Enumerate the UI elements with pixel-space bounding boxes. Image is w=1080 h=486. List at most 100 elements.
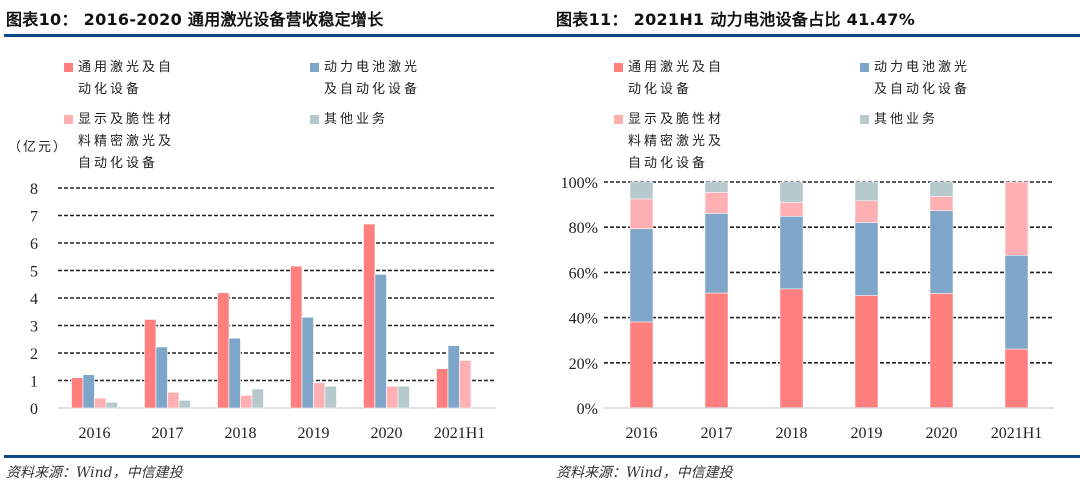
y-tick-label: 6: [30, 236, 38, 253]
legend-label: 动力电池激光及自动化设备: [324, 60, 421, 97]
legend-swatch-general-laser: [64, 63, 73, 72]
bar-1-2016: [71, 377, 84, 409]
y-tick-label: 5: [30, 264, 38, 281]
bar-2-2017: [155, 346, 168, 409]
y-axis-unit-label: （亿元）: [8, 140, 69, 155]
x-tick-label: 2020: [926, 425, 958, 442]
x-tick-label: 2017: [701, 425, 733, 442]
title-divider: [4, 34, 1080, 37]
x-tick-label: 2019: [851, 425, 883, 442]
bar-4-2016: [105, 401, 118, 409]
footer-divider: [4, 455, 1080, 458]
left-source-note: 资料来源：Wind，中信建投: [6, 465, 183, 481]
bar-4-2018: [251, 388, 264, 409]
bar-4-2017: [178, 399, 191, 409]
x-tick-label: 2016: [626, 425, 658, 442]
y-tick-label: 60%: [569, 265, 598, 282]
stack-seg-1-2021H1: [1004, 348, 1029, 409]
bar-1-2020: [363, 223, 376, 409]
x-tick-label: 2017: [152, 425, 184, 442]
y-tick-label: 4: [30, 291, 38, 308]
bar-1-2019: [290, 265, 303, 409]
legend-label: 显示及脆性材料精密激光及自动化设备: [78, 112, 175, 171]
left-chart-legend: 通用激光及自动化设备 动力电池激光及自动化设备 显示及脆性材料精密激光及自动化设…: [64, 57, 504, 177]
stack-seg-4-2016: [629, 181, 654, 200]
bar-3-2018: [240, 395, 253, 409]
right-chart-legend: 通用激光及自动化设备 动力电池激光及自动化设备 显示及脆性材料精密激光及自动化设…: [614, 57, 1054, 177]
stack-seg-3-2019: [854, 200, 879, 223]
x-tick-label: 2016: [79, 425, 111, 442]
stack-seg-2-2016: [629, 228, 654, 323]
legend-label: 显示及脆性材料精密激光及自动化设备: [628, 112, 725, 171]
legend-swatch-power-battery: [860, 63, 869, 72]
stack-seg-1-2017: [704, 292, 729, 409]
stack-seg-4-2019: [854, 181, 879, 202]
stack-seg-3-2018: [779, 202, 804, 217]
stack-seg-2-2020: [929, 210, 954, 294]
x-tick-label: 2019: [298, 425, 330, 442]
y-tick-label: 8: [30, 181, 38, 198]
stack-seg-2-2021H1: [1004, 255, 1029, 350]
legend-label: 通用激光及自动化设备: [628, 60, 725, 97]
stack-seg-2-2019: [854, 222, 879, 296]
bar-1-2017: [144, 319, 157, 409]
y-tick-label: 0: [30, 401, 38, 418]
bar-2-2020: [374, 274, 387, 409]
bar-1-2021H1: [436, 368, 449, 409]
left-grouped-bar-chart: 0 1 2 3 4 5 6 7 8 2016 2017 2018 2019 2020 2021H1: [30, 181, 496, 442]
y-tick-label: 100%: [561, 175, 598, 192]
y-tick-label: 2: [30, 346, 38, 363]
bar-4-2019: [324, 385, 337, 409]
bar-3-2019: [313, 382, 326, 409]
legend-swatch-other: [860, 115, 869, 124]
y-tick-label: 40%: [569, 311, 598, 328]
x-tick-label: 2021H1: [434, 425, 486, 442]
bar-2-2016: [82, 374, 95, 409]
y-tick-label: 80%: [569, 220, 598, 237]
stack-seg-3-2021H1: [1004, 181, 1029, 256]
bar-2-2018: [228, 337, 241, 409]
legend-swatch-other: [310, 115, 319, 124]
right-stacked-bar-chart: 0% 20% 40% 60% 80% 100% 2016 2017 2018 2019 2020 20…: [561, 175, 1054, 442]
legend-swatch-display: [64, 115, 73, 124]
bar-3-2021H1: [459, 360, 472, 409]
bar-3-2016: [94, 397, 107, 409]
stack-seg-4-2020: [929, 181, 954, 197]
stack-seg-3-2016: [629, 198, 654, 230]
right-chart-title: 图表11： 2021H1 动力电池设备占比 41.47%: [556, 10, 916, 29]
x-tick-label: 2021H1: [991, 425, 1043, 442]
bar-1-2018: [217, 292, 230, 409]
left-chart-title: 图表10： 2016-2020 通用激光设备营收稳定增长: [6, 10, 384, 29]
y-tick-label: 7: [30, 209, 38, 226]
stack-seg-4-2017: [704, 181, 729, 193]
y-tick-label: 1: [30, 374, 38, 391]
stack-seg-2-2018: [779, 216, 804, 290]
bar-3-2017: [167, 392, 180, 409]
right-source-note: 资料来源：Wind，中信建投: [556, 465, 733, 481]
stack-seg-1-2018: [779, 288, 804, 409]
y-tick-label: 20%: [569, 356, 598, 373]
legend-swatch-power-battery: [310, 63, 319, 72]
bar-4-2020: [397, 385, 410, 409]
bar-3-2020: [386, 385, 399, 409]
legend-label: 通用激光及自动化设备: [78, 60, 175, 97]
legend-swatch-general-laser: [614, 63, 623, 72]
legend-label: 动力电池激光及自动化设备: [874, 60, 971, 97]
x-tick-label: 2020: [371, 425, 403, 442]
x-tick-label: 2018: [225, 425, 257, 442]
stack-seg-3-2020: [929, 196, 954, 211]
y-tick-label: 3: [30, 319, 38, 336]
y-tick-label: 0%: [577, 401, 598, 418]
x-tick-label: 2018: [776, 425, 808, 442]
stack-seg-2-2017: [704, 213, 729, 294]
stack-seg-1-2016: [629, 321, 654, 409]
stack-seg-4-2018: [779, 181, 804, 203]
bar-2-2019: [301, 316, 314, 409]
stack-seg-3-2017: [704, 192, 729, 214]
stack-seg-1-2020: [929, 293, 954, 409]
bar-2-2021H1: [447, 345, 460, 409]
legend-label: 其他业务: [324, 112, 389, 127]
stack-seg-1-2019: [854, 295, 879, 409]
legend-label: 其他业务: [874, 112, 939, 127]
legend-swatch-display: [614, 115, 623, 124]
